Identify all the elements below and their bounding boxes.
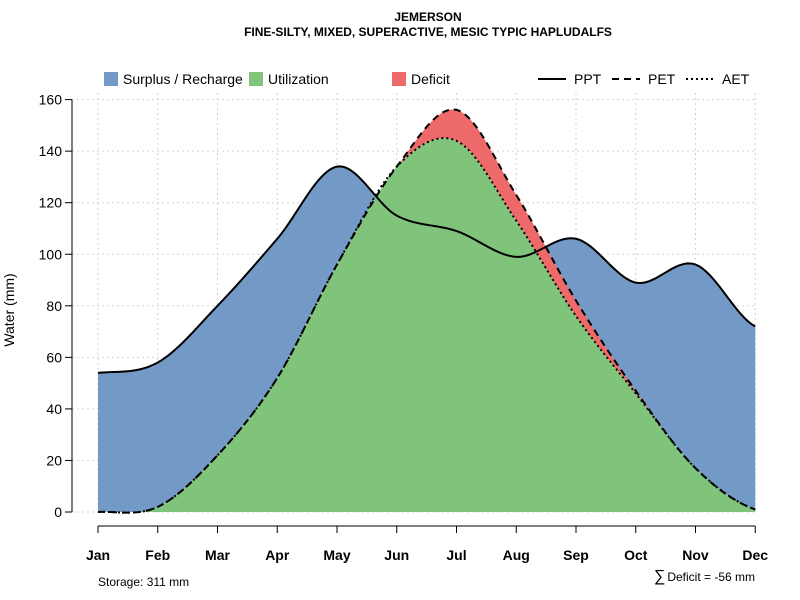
- y-axis-label: Water (mm): [1, 273, 17, 346]
- y-tick-label: 160: [39, 92, 63, 108]
- legend-swatch: [104, 72, 118, 86]
- x-tick-label-sep: Sep: [563, 547, 589, 563]
- y-tick-label: 0: [54, 504, 62, 520]
- y-tick-label: 100: [39, 246, 63, 262]
- x-tick-label-apr: Apr: [265, 547, 290, 563]
- y-tick-label: 20: [46, 452, 62, 468]
- deficit-value: Deficit = -56 mm: [667, 570, 755, 584]
- deficit-area: [399, 109, 664, 430]
- x-tick-label-mar: Mar: [205, 547, 230, 563]
- x-tick-label-nov: Nov: [682, 547, 709, 563]
- y-tick-label: 80: [46, 298, 62, 314]
- y-tick-label: 40: [46, 401, 62, 417]
- x-tick-label-jun: Jun: [384, 547, 409, 563]
- x-tick-label-oct: Oct: [624, 547, 648, 563]
- chart-title: JEMERSON: [394, 10, 461, 24]
- y-tick-label: 140: [39, 143, 63, 159]
- storage-annotation: Storage: 311 mm: [98, 575, 189, 589]
- x-tick-label-aug: Aug: [503, 547, 530, 563]
- sum-symbol: ∑: [654, 568, 665, 585]
- legend-label: Deficit: [411, 71, 450, 87]
- x-tick-label-may: May: [323, 547, 350, 563]
- x-tick-label-jan: Jan: [86, 547, 110, 563]
- legend-label: Surplus / Recharge: [123, 71, 243, 87]
- y-tick-label: 120: [39, 195, 63, 211]
- x-tick-label-feb: Feb: [145, 547, 170, 563]
- y-tick-label: 60: [46, 349, 62, 365]
- line-aet: [97, 137, 756, 514]
- chart-subtitle: FINE-SILTY, MIXED, SUPERACTIVE, MESIC TY…: [244, 25, 612, 39]
- legend-line-label: PPT: [574, 71, 602, 87]
- x-tick-label-jul: Jul: [446, 547, 466, 563]
- plot-areas: [98, 109, 756, 512]
- plot-lines: [97, 108, 756, 514]
- legend-line-label: AET: [722, 71, 750, 87]
- legend-line-label: PET: [648, 71, 676, 87]
- legend-swatch: [249, 72, 263, 86]
- legend: Surplus / Recharge Utilization Deficit PPT P…: [104, 71, 750, 87]
- surplus-area: [98, 166, 756, 512]
- x-tick-label-dec: Dec: [742, 547, 768, 563]
- deficit-annotation: ∑ Deficit = -56 mm: [654, 568, 755, 585]
- axes: 0 20 40 60 80 100 120 140 160 Jan Feb Mar Apr May Jun J…: [39, 92, 769, 563]
- line-ppt: [97, 165, 756, 374]
- utilization-area: [98, 138, 756, 512]
- legend-swatch: [392, 72, 406, 86]
- legend-label: Utilization: [268, 71, 329, 87]
